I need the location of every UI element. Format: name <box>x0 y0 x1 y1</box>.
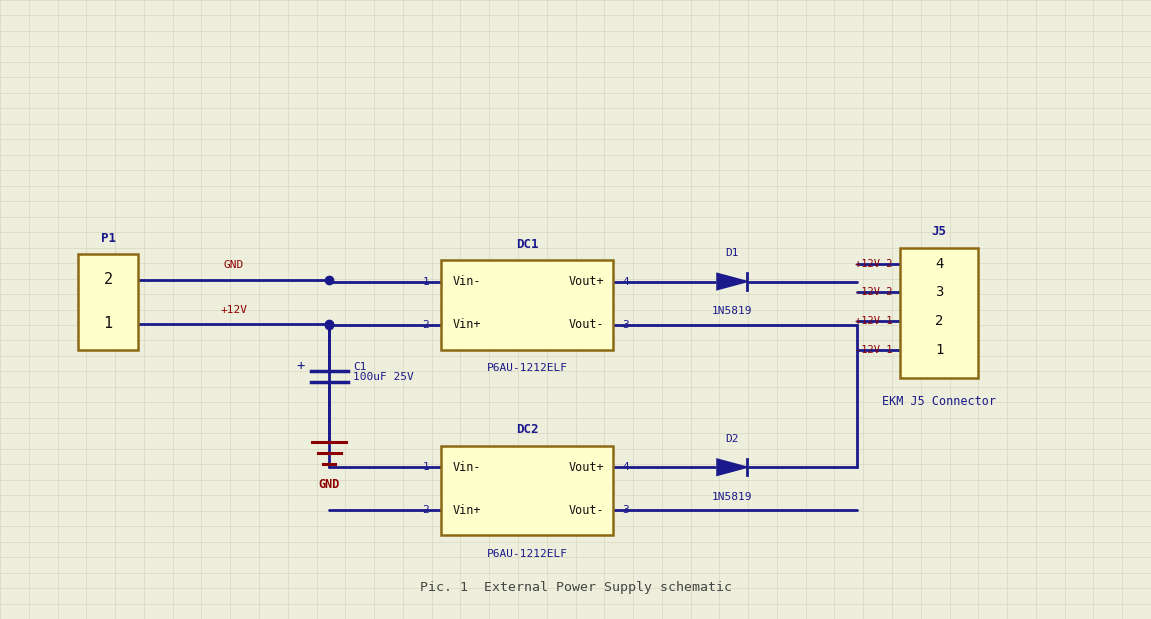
Text: +12V 2: +12V 2 <box>854 259 892 269</box>
Text: 1: 1 <box>935 343 944 357</box>
Text: Vout+: Vout+ <box>569 275 604 288</box>
Text: D2: D2 <box>725 434 739 444</box>
Text: Vout-: Vout- <box>569 504 604 517</box>
Text: 4: 4 <box>935 257 944 271</box>
Text: +12V 1: +12V 1 <box>854 316 892 326</box>
Text: 4: 4 <box>623 462 630 472</box>
Text: Vout+: Vout+ <box>569 461 604 474</box>
Text: 3: 3 <box>623 505 630 515</box>
Text: 2: 2 <box>935 314 944 328</box>
Text: Vin+: Vin+ <box>452 504 481 517</box>
Polygon shape <box>717 274 747 290</box>
Text: 1N5819: 1N5819 <box>711 306 753 316</box>
Text: -12V 2: -12V 2 <box>854 287 892 298</box>
Text: 3: 3 <box>935 285 944 300</box>
Text: 1: 1 <box>422 462 429 472</box>
Text: GND: GND <box>223 261 244 271</box>
Text: +: + <box>297 359 305 373</box>
Text: DC1: DC1 <box>516 238 539 251</box>
Text: EKM J5 Connector: EKM J5 Connector <box>882 395 997 408</box>
Text: -12V 1: -12V 1 <box>854 345 892 355</box>
Bar <box>78 254 138 350</box>
Text: 2: 2 <box>422 505 429 515</box>
Bar <box>900 248 978 378</box>
Text: C1: C1 <box>353 362 367 372</box>
Text: P6AU-1212ELF: P6AU-1212ELF <box>487 549 567 559</box>
Text: 3: 3 <box>623 319 630 329</box>
Polygon shape <box>717 459 747 475</box>
Text: 1: 1 <box>422 277 429 287</box>
Text: D1: D1 <box>725 248 739 258</box>
Text: P6AU-1212ELF: P6AU-1212ELF <box>487 363 567 373</box>
Text: Pic. 1  External Power Supply schematic: Pic. 1 External Power Supply schematic <box>419 581 732 594</box>
Text: GND: GND <box>319 478 340 491</box>
Text: 2: 2 <box>422 319 429 329</box>
Text: DC2: DC2 <box>516 423 539 436</box>
Text: 100uF 25V: 100uF 25V <box>353 371 414 381</box>
Bar <box>441 446 613 535</box>
Text: P1: P1 <box>100 232 116 245</box>
Bar <box>441 260 613 350</box>
Text: 1: 1 <box>104 316 113 331</box>
Text: J5: J5 <box>931 225 947 238</box>
Text: 2: 2 <box>104 272 113 287</box>
Text: Vin+: Vin+ <box>452 318 481 331</box>
Text: Vout-: Vout- <box>569 318 604 331</box>
Text: Vin-: Vin- <box>452 461 481 474</box>
Text: 4: 4 <box>623 277 630 287</box>
Text: 1N5819: 1N5819 <box>711 492 753 502</box>
Text: Vin-: Vin- <box>452 275 481 288</box>
Text: +12V: +12V <box>220 305 247 314</box>
